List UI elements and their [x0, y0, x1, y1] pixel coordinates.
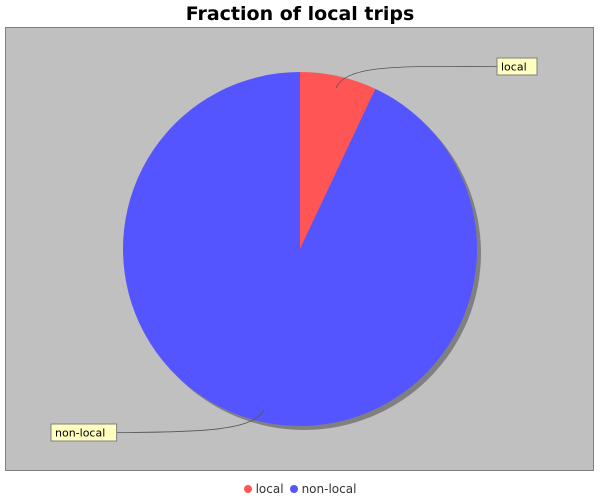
pie-slice-local	[300, 72, 376, 249]
legend-label-local: local	[255, 482, 284, 496]
pie-label-non-local: non-local	[55, 427, 105, 440]
legend: local non-local	[0, 480, 600, 498]
pie-label-box-non-local	[50, 423, 118, 442]
pie-leader-line-local	[335, 65, 498, 89]
legend-swatch-local	[243, 485, 252, 493]
legend-swatch-non-local	[289, 485, 298, 493]
chart-title: Fraction of local trips	[185, 3, 415, 25]
pie-label-layer: local non-local	[50, 57, 538, 442]
pie-label-local: local	[501, 61, 527, 74]
pie-label-box-local	[496, 57, 538, 76]
pie-slice-non-local	[123, 72, 478, 427]
pie-slice-layer	[123, 72, 478, 427]
legend-label-non-local: non-local	[301, 482, 357, 496]
pie-leader-line-non-local	[116, 409, 265, 433]
legend-item-non-local: non-local	[289, 482, 357, 496]
legend-item-local: local	[243, 482, 284, 496]
